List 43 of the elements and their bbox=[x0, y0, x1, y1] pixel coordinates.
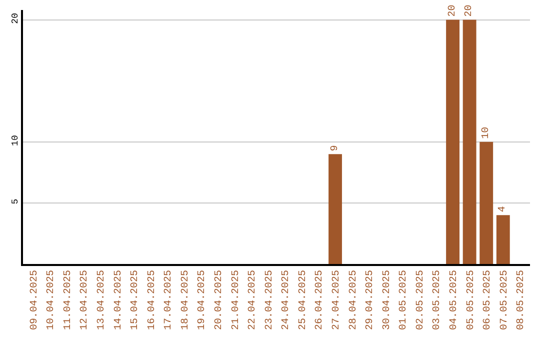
x-tick-label: 05.05.2025 bbox=[466, 270, 477, 330]
x-tick-label: 08.05.2025 bbox=[516, 270, 528, 330]
x-tick-label: 07.05.2025 bbox=[499, 270, 510, 330]
x-tick-label: 25.04.2025 bbox=[298, 270, 309, 330]
data-label: 10 bbox=[480, 126, 492, 139]
x-tick-label: 02.05.2025 bbox=[415, 270, 426, 330]
x-tick-label: 12.04.2025 bbox=[80, 270, 91, 330]
y-tick-label: 20 bbox=[10, 13, 20, 24]
x-tick-label: 18.04.2025 bbox=[180, 270, 192, 330]
bar bbox=[446, 20, 460, 264]
bar bbox=[328, 154, 342, 264]
x-tick-label: 27.04.2025 bbox=[332, 270, 343, 330]
x-tick-label: 11.04.2025 bbox=[62, 270, 74, 330]
x-tick-label: 19.04.2025 bbox=[197, 270, 208, 330]
x-tick-label: 15.04.2025 bbox=[130, 270, 142, 330]
bar bbox=[480, 142, 494, 264]
x-tick-label: 17.04.2025 bbox=[164, 270, 175, 330]
x-tick-label: 21.04.2025 bbox=[230, 270, 242, 330]
y-tick-label: 10 bbox=[10, 135, 20, 146]
x-tick-label: 09.04.2025 bbox=[29, 270, 40, 330]
x-tick-label: 26.04.2025 bbox=[314, 270, 326, 330]
x-tick-label: 24.04.2025 bbox=[281, 270, 292, 330]
x-tick-label: 23.04.2025 bbox=[264, 270, 276, 330]
x-tick-label: 28.04.2025 bbox=[348, 270, 360, 330]
x-tick-label: 29.04.2025 bbox=[365, 270, 376, 330]
x-tick-label: 10.04.2025 bbox=[46, 270, 58, 330]
x-tick-label: 06.05.2025 bbox=[482, 270, 494, 330]
data-label: 9 bbox=[330, 145, 341, 152]
x-tick-label: 13.04.2025 bbox=[96, 270, 108, 330]
x-tick-label: 14.04.2025 bbox=[113, 270, 124, 330]
x-tick-label: 01.05.2025 bbox=[398, 270, 410, 330]
data-label: 20 bbox=[447, 4, 458, 17]
x-tick-label: 16.04.2025 bbox=[146, 270, 158, 330]
data-label: 20 bbox=[464, 4, 476, 17]
x-tick-label: 20.04.2025 bbox=[214, 270, 225, 330]
bar bbox=[496, 215, 510, 264]
x-tick-label: 30.04.2025 bbox=[382, 270, 393, 330]
y-tick-label: 5 bbox=[10, 198, 20, 204]
data-label: 4 bbox=[498, 206, 509, 212]
x-tick-label: 03.05.2025 bbox=[432, 270, 444, 330]
x-tick-label: 04.05.2025 bbox=[449, 270, 460, 330]
bar bbox=[462, 20, 476, 264]
x-tick-label: 22.04.2025 bbox=[248, 270, 259, 330]
